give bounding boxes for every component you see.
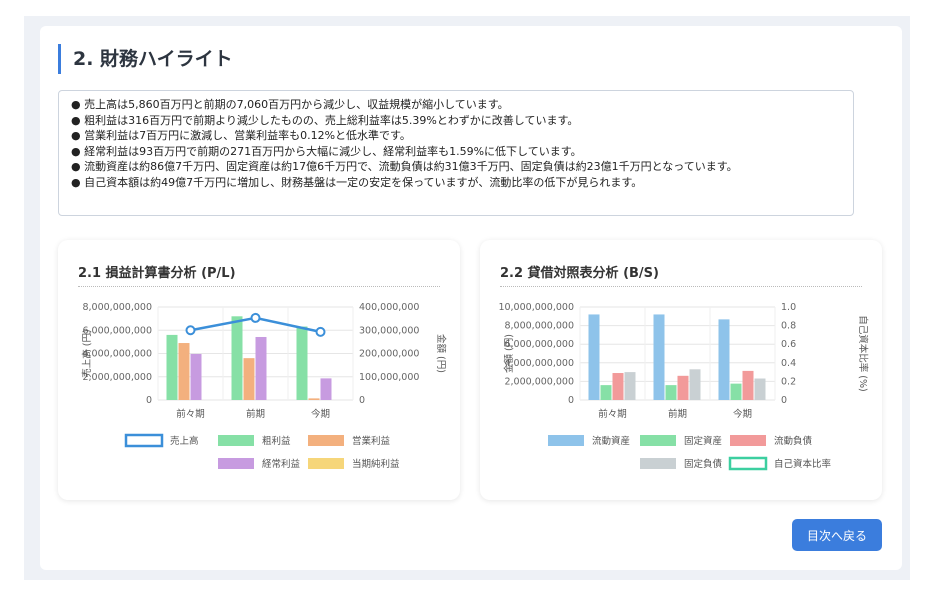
legend-swatch-当期純利益: [308, 458, 344, 469]
bar-粗利益: [231, 316, 243, 400]
back-to-toc-button[interactable]: 目次へ戻る: [792, 519, 882, 551]
bar-流動資産: [588, 314, 600, 400]
x-tick-label: 前期: [668, 408, 687, 420]
x-tick-label: 前々期: [598, 408, 627, 420]
y-left-tick-label: 0: [146, 395, 152, 406]
x-tick-label: 今期: [733, 408, 752, 420]
legend-label: 固定資産: [684, 435, 722, 447]
bar-流動負債: [742, 370, 754, 400]
summary-box: ● 売上高は5,860百万円と前期の7,060百万円から減少し、収益規模が縮小し…: [58, 90, 854, 216]
y-right-tick-label: 0.8: [781, 321, 796, 332]
bar-固定資産: [665, 385, 677, 400]
legend-swatch-営業利益: [308, 435, 344, 446]
divider: [500, 286, 862, 287]
bar-経常利益: [255, 336, 267, 400]
pl-chart: 0 2,000,000,000 4,000,000,000 6,000,000,000…: [81, 302, 447, 470]
y-left-tick-label: 2,000,000,000: [504, 376, 574, 387]
bar-営業利益: [243, 358, 255, 400]
legend-swatch-売上高: [124, 433, 164, 448]
legend-label: 経常利益: [262, 458, 301, 470]
y-left-tick-label: 6,000,000,000: [82, 325, 152, 336]
legend-swatch-粗利益: [218, 435, 254, 446]
y-right-axis-title: 自己資本比率 (%): [857, 315, 869, 391]
bar-経常利益: [320, 378, 332, 400]
y-right-tick-label: 0.4: [781, 358, 796, 369]
legend-swatch-経常利益: [218, 458, 254, 469]
legend-swatch-固定資産: [640, 435, 676, 446]
y-right-tick-label: 400,000,000: [359, 302, 419, 313]
y-right-tick-label: 100,000,000: [359, 372, 419, 383]
y-right-tick-label: 1.0: [781, 302, 796, 313]
bs-chart-panel: 0 2,000,000,000 4,000,000,000 6,000,000,000…: [480, 240, 882, 500]
legend-swatch-流動資産: [548, 435, 584, 446]
bar-営業利益: [178, 343, 190, 400]
bar-流動資産: [718, 319, 730, 400]
x-tick-label: 前期: [246, 408, 265, 420]
bar-固定負債: [624, 372, 636, 400]
y-left-tick-label: 8,000,000,000: [504, 321, 574, 332]
summary-line: ● 営業利益は7百万円に激減し、営業利益率も0.12%と低水準です。: [71, 129, 411, 142]
y-right-tick-label: 300,000,000: [359, 325, 419, 336]
y-left-tick-label: 4,000,000,000: [82, 349, 152, 360]
y-right-tick-label: 0.2: [781, 376, 796, 387]
y-left-tick-label: 6,000,000,000: [504, 339, 574, 350]
bs-chart: 0 2,000,000,000 4,000,000,000 6,000,000,000…: [498, 302, 869, 471]
divider: [78, 286, 440, 287]
summary-line: ● 売上高は5,860百万円と前期の7,060百万円から減少し、収益規模が縮小し…: [71, 98, 509, 111]
bar-固定資産: [730, 383, 742, 400]
y-left-tick-label: 4,000,000,000: [504, 358, 574, 369]
y-left-tick-label: 0: [568, 395, 574, 406]
y-right-tick-label: 200,000,000: [359, 349, 419, 360]
y-left-axis-title: 金額 (円): [503, 334, 515, 373]
y-left-axis-title: 売上高 (円): [81, 329, 93, 377]
pl-chart-title: 2.1 損益計算書分析 (P/L): [78, 266, 236, 281]
bar-流動負債: [677, 375, 689, 400]
legend-label: 自己資本比率: [774, 458, 832, 470]
legend-label: 流動負債: [774, 435, 813, 447]
bar-営業利益: [308, 398, 320, 400]
legend-swatch-自己資本比率: [728, 456, 768, 471]
y-left-tick-label: 2,000,000,000: [82, 372, 152, 383]
point-売上高: [315, 326, 326, 337]
pl-chart-panel: 0 2,000,000,000 4,000,000,000 6,000,000,000…: [58, 240, 460, 500]
y-left-tick-label: 8,000,000,000: [82, 302, 152, 313]
x-tick-label: 前々期: [176, 408, 205, 420]
legend-label: 当期純利益: [352, 458, 400, 470]
x-tick-label: 今期: [311, 408, 330, 420]
bar-固定負債: [689, 369, 701, 400]
y-right-tick-label: 0.6: [781, 339, 796, 350]
point-売上高: [185, 325, 196, 336]
bar-流動負債: [612, 373, 624, 400]
legend-label: 流動資産: [592, 435, 630, 447]
legend-label: 粗利益: [262, 435, 291, 447]
legend-label: 固定負債: [684, 458, 723, 470]
y-right-tick-label: 0: [781, 395, 787, 406]
legend-swatch-固定負債: [640, 458, 676, 469]
bar-固定資産: [600, 385, 612, 400]
summary-line: ● 自己資本額は約49億7千万円に増加し、財務基盤は一定の安定を保っていますが、…: [71, 175, 643, 189]
legend-swatch-流動負債: [730, 435, 766, 446]
bs-chart-title: 2.2 貸借対照表分析 (B/S): [500, 266, 659, 281]
bar-流動資産: [653, 314, 665, 400]
summary-line: ● 粗利益は316百万円で前期より減少したものの、売上総利益率は5.39%とわず…: [71, 113, 579, 127]
y-left-tick-label: 10,000,000,000: [498, 302, 574, 313]
y-right-tick-label: 0: [359, 395, 365, 406]
bar-粗利益: [166, 334, 178, 400]
legend-label: 売上高: [170, 435, 199, 447]
y-right-axis-title: 金額 (円): [435, 334, 447, 373]
summary-line: ● 経常利益は93百万円で前期の271百万円から大幅に減少し、経常利益率も1.5…: [71, 144, 582, 158]
legend-label: 営業利益: [352, 435, 391, 447]
bar-固定負債: [754, 378, 766, 400]
section-title: 2. 財務ハイライト: [58, 44, 233, 74]
bar-粗利益: [296, 326, 308, 400]
summary-line: ● 流動資産は約86億7千万円、固定資産は約17億6千万円で、流動負債は約31億…: [71, 160, 738, 173]
bar-経常利益: [190, 353, 202, 400]
point-売上高: [250, 312, 261, 323]
